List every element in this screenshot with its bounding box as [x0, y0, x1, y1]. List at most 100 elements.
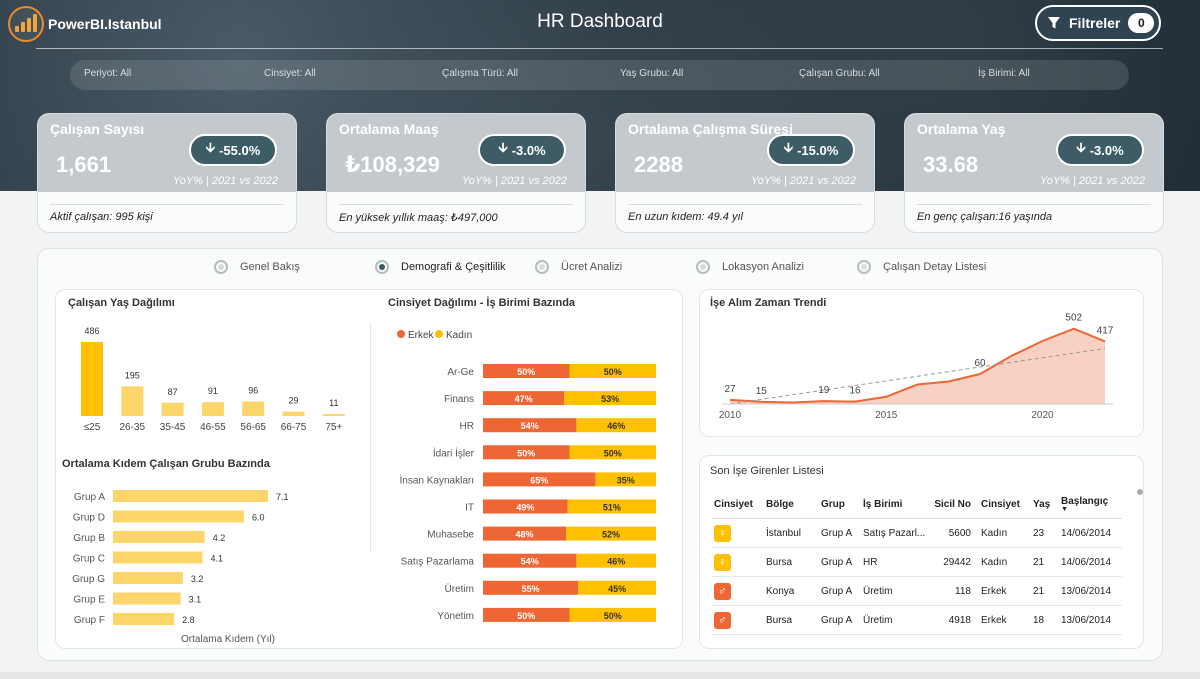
legend-erkek-label: Erkek — [408, 330, 435, 341]
page-title: HR Dashboard — [537, 11, 663, 32]
cell-cinsiyet: Kadın — [979, 547, 1031, 577]
col-cinsiyet-icon[interactable]: Cinsiyet — [712, 490, 764, 519]
gender-bar-erkek — [483, 526, 567, 541]
nav-genel-bakis[interactable]: Genel Bakış — [214, 260, 300, 274]
gender-bar-kadin — [578, 580, 656, 595]
filters-button[interactable]: Filtreler 0 — [1035, 5, 1161, 41]
age-bar-label: 29 — [288, 396, 298, 406]
gender-kadin-label: 50% — [604, 448, 622, 458]
nav-label: Çalışan Detay Listesi — [883, 261, 987, 273]
nav-ucret-analizi[interactable]: Ücret Analizi — [535, 260, 622, 274]
recent-hires-title: Son İşe Girenler Listesi — [710, 465, 824, 477]
col-grup[interactable]: Grup — [819, 490, 861, 519]
kpi-value: 2288 — [634, 152, 683, 177]
cell-cinsiyet: Erkek — [979, 605, 1031, 635]
col-yas[interactable]: Yaş — [1031, 490, 1059, 519]
age-category-label: 56-65 — [240, 422, 266, 433]
slicer-yas-grubu[interactable]: Yaş Grubu: All — [620, 68, 684, 79]
page-bottom-band — [0, 672, 1200, 679]
logo-text: PowerBI.Istanbul — [48, 16, 162, 32]
slicer-calisan-grubu[interactable]: Çalışan Grubu: All — [799, 68, 880, 79]
table-row[interactable]: ♀ Bursa Grup A HR 29442 Kadın 21 14/06/2014 — [712, 547, 1122, 577]
radio-icon — [696, 260, 710, 274]
kpi-footer: En genç çalışan:16 yaşında — [917, 211, 1053, 223]
age-bar — [322, 414, 345, 416]
gender-bar-kadin — [595, 472, 656, 487]
arrow-down-icon: 🡫 — [205, 140, 216, 155]
table-row[interactable]: ♀ İstanbul Grup A Satış Pazarl... 5600 Kadın 2… — [712, 518, 1122, 548]
table-scrollbar[interactable] — [1137, 489, 1143, 495]
slicer-calisma-turu[interactable]: Çalışma Türü: All — [442, 68, 518, 79]
col-bolge[interactable]: Bölge — [764, 490, 819, 519]
cell-grup: Grup A — [819, 547, 861, 577]
radio-selected-icon — [375, 260, 389, 274]
gender-bar-erkek — [483, 364, 570, 378]
col-sicil-no[interactable]: Sicil No — [931, 490, 979, 519]
header-divider — [36, 48, 1163, 49]
kpi-change-value: -3.0% — [511, 142, 546, 158]
cell-gender-icon: ♀ — [712, 518, 764, 548]
kpi-card-ortalama-yas: Ortalama Yaş 33.68 🡫 -3.0% YoY% | 2021 vs… — [904, 113, 1164, 233]
kpi-divider — [628, 204, 862, 205]
tenure-bar-label: 3.2 — [191, 574, 204, 584]
cell-bolge: Bursa — [764, 605, 819, 635]
slicer-periyot[interactable]: Periyot: All — [84, 68, 132, 79]
nav-demografi[interactable]: Demografi & Çeşitlilik — [375, 260, 506, 274]
radio-icon — [214, 260, 228, 274]
gender-bar-kadin — [576, 553, 656, 568]
gender-bar-erkek — [483, 418, 577, 433]
table-row[interactable]: ♂ Bursa Grup A Üretim 4918 Erkek 18 13/06/2014 — [712, 605, 1122, 635]
gender-category-label: Muhasebe — [427, 530, 474, 541]
tenure-bar — [113, 510, 244, 523]
gender-category-label: Üretim — [445, 583, 474, 595]
gender-bar-kadin — [566, 526, 656, 541]
kpi-footer: En yüksek yıllık maaş: ₺497,000 — [339, 212, 498, 224]
col-baslangic[interactable]: Başlangıç ▼ — [1059, 490, 1122, 519]
kpi-footer: En uzun kıdem: 49.4 yıl — [628, 211, 743, 223]
tenure-bar-label: 6.0 — [252, 513, 265, 523]
kpi-title: Ortalama Çalışma Süresi — [628, 121, 793, 137]
table-row[interactable]: ♂ Konya Grup A Üretim 118 Erkek 21 13/06/2014 — [712, 576, 1122, 606]
nav-lokasyon-analizi[interactable]: Lokasyon Analizi — [696, 260, 804, 274]
col-cinsiyet[interactable]: Cinsiyet — [979, 490, 1031, 519]
nav-calisan-detay[interactable]: Çalışan Detay Listesi — [857, 260, 986, 274]
tenure-bar — [113, 531, 205, 543]
trend-x-tick: 2010 — [719, 410, 742, 421]
gender-erkek-label: 54% — [521, 421, 539, 431]
kpi-change-badge: 🡫 -3.0% — [1056, 134, 1144, 166]
cell-sicil-no: 5600 — [931, 518, 979, 548]
slicer-cinsiyet[interactable]: Cinsiyet: All — [264, 68, 316, 79]
tenure-bar — [113, 490, 268, 502]
gender-kadin-label: 51% — [603, 503, 621, 513]
tenure-category-label: Grup A — [74, 492, 105, 503]
gender-kadin-label: 53% — [601, 394, 619, 404]
col-is-birimi[interactable]: İş Birimi — [861, 490, 931, 519]
gender-bar-erkek — [483, 391, 565, 406]
tenure-bar-label: 2.8 — [182, 615, 195, 625]
gender-erkek-label: 49% — [516, 503, 534, 513]
cell-gender-icon: ♂ — [712, 576, 764, 606]
cell-baslangic: 13/06/2014 — [1059, 605, 1122, 635]
age-bar — [161, 402, 184, 416]
tenure-category-label: Grup F — [74, 615, 105, 626]
slicer-is-birimi[interactable]: İş Birimi: All — [978, 68, 1030, 79]
age-category-label: 26-35 — [120, 422, 146, 433]
trend-data-label: 417 — [1097, 325, 1114, 336]
legend-kadin-marker — [435, 330, 443, 338]
kpi-divider — [339, 204, 573, 205]
tenure-bar — [113, 592, 181, 605]
kpi-change-value: -3.0% — [1089, 142, 1124, 158]
kpi-change-value: -55.0% — [219, 142, 261, 158]
kpi-change-badge: 🡫 -3.0% — [478, 134, 566, 166]
gender-bar-erkek — [483, 580, 579, 595]
gender-kadin-label: 45% — [608, 584, 626, 594]
kpi-value: 33.68 — [923, 152, 979, 177]
slicer-bar: Periyot: All Cinsiyet: All Çalışma Türü:… — [70, 60, 1129, 90]
cell-yas: 23 — [1031, 518, 1059, 548]
kpi-divider — [50, 204, 284, 205]
sort-desc-icon: ▼ — [1061, 506, 1068, 513]
legend-erkek-marker — [397, 330, 405, 338]
gender-bar-erkek — [483, 607, 570, 622]
age-bar — [81, 342, 103, 416]
